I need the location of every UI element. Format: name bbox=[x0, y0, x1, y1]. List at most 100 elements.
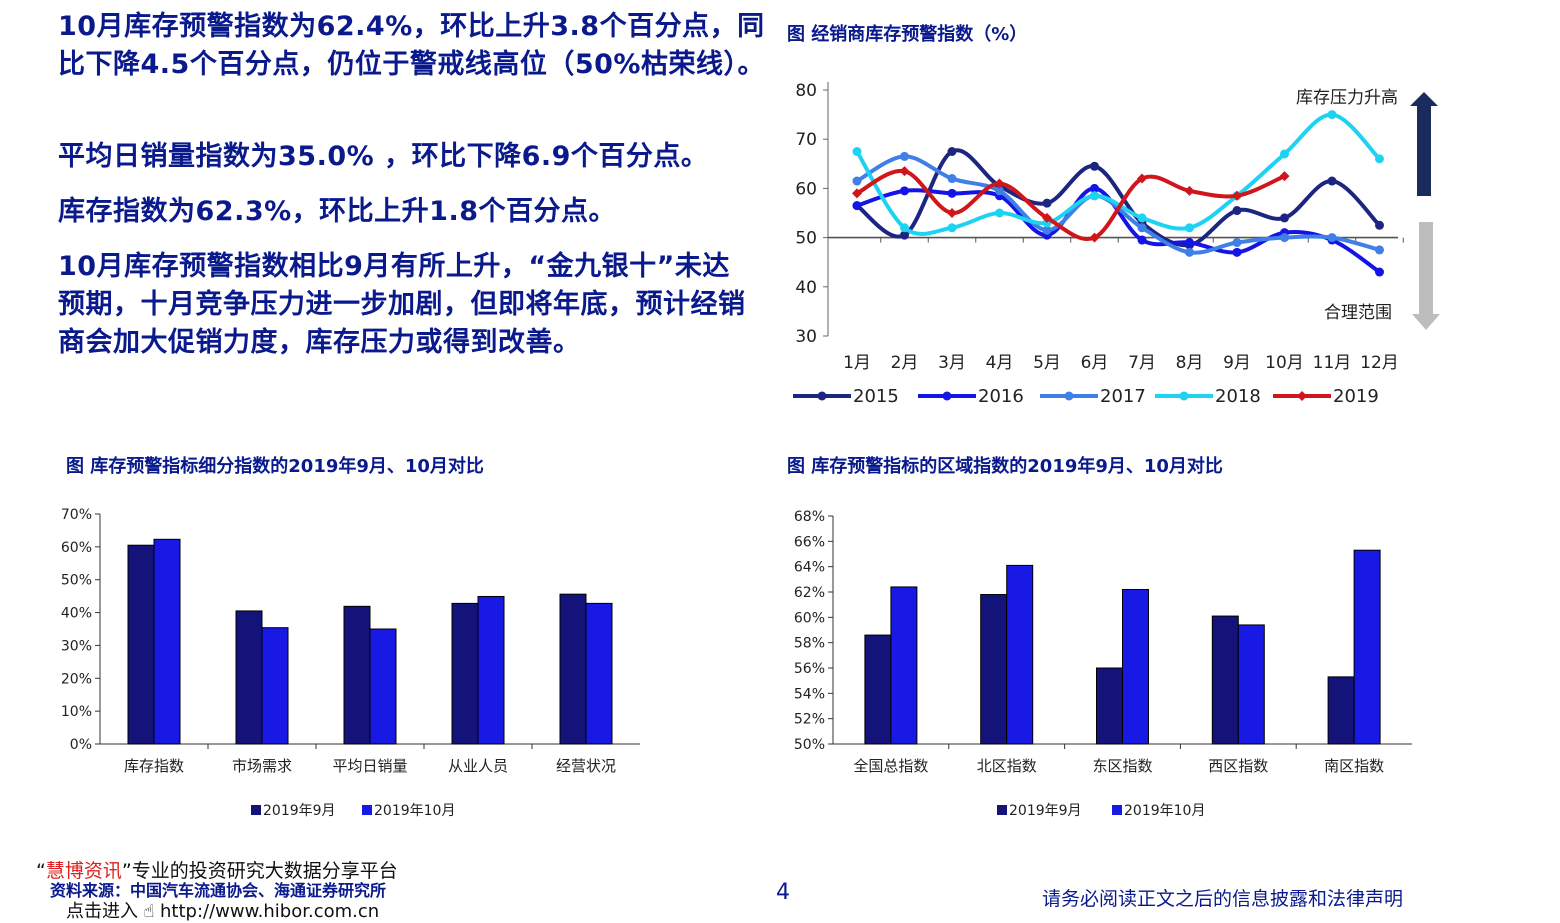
x-tick-label: 库存指数 bbox=[124, 757, 184, 775]
x-tick-label: 经营状况 bbox=[556, 757, 616, 775]
y-tick-label: 30% bbox=[61, 638, 92, 654]
brand-open-quote: “ bbox=[36, 860, 46, 882]
x-tick-label: 3月 bbox=[938, 353, 966, 373]
annotation-reasonable-range: 合理范围 bbox=[1324, 303, 1392, 323]
point-2018 bbox=[852, 147, 862, 156]
bar-北区指数-2019年10月 bbox=[1006, 564, 1034, 745]
brand-name[interactable]: 慧博资讯 bbox=[45, 860, 122, 882]
legend-marker-2016 bbox=[942, 391, 952, 401]
point-2015 bbox=[1137, 218, 1147, 228]
point-2017 bbox=[947, 174, 957, 184]
y-tick-label: 60% bbox=[794, 610, 825, 626]
x-tick-label: 2月 bbox=[891, 353, 919, 373]
x-tick-label: 平均日销量 bbox=[332, 757, 407, 775]
x-tick-label: 7月 bbox=[1128, 353, 1156, 373]
point-2018 bbox=[1042, 218, 1052, 228]
legend-marker-2019 bbox=[1297, 391, 1307, 401]
pointer-hand-icon: ☝ bbox=[143, 901, 155, 922]
point-2015 bbox=[1375, 220, 1384, 230]
x-tick-label: 12月 bbox=[1360, 353, 1399, 373]
bar-西区指数-2019年10月 bbox=[1237, 624, 1265, 745]
point-2019 bbox=[1279, 171, 1290, 182]
legend-swatch-2019年9月 bbox=[251, 805, 261, 815]
point-2016 bbox=[1042, 230, 1052, 240]
y-tick-label: 64% bbox=[794, 560, 825, 576]
bar-chart-1-title: 图 库存预警指标细分指数的2019年9月、10月对比 bbox=[66, 456, 484, 477]
point-2017 bbox=[1185, 247, 1194, 257]
bar-东区指数-2019年10月 bbox=[1122, 588, 1149, 745]
point-2019 bbox=[994, 178, 1005, 189]
legend-label-2019: 2019 bbox=[1333, 386, 1379, 407]
point-2015 bbox=[1185, 240, 1194, 250]
x-tick-label: 10月 bbox=[1265, 353, 1304, 373]
point-2019 bbox=[1232, 190, 1242, 201]
point-2019 bbox=[947, 208, 957, 218]
point-2018 bbox=[1280, 149, 1289, 159]
y-tick-label: 52% bbox=[794, 712, 825, 728]
point-2017 bbox=[852, 176, 862, 186]
point-2015 bbox=[1042, 198, 1052, 208]
point-2016 bbox=[1375, 267, 1384, 277]
y-tick-label: 58% bbox=[794, 636, 825, 652]
point-2017 bbox=[1280, 233, 1289, 243]
brand-tagline: ”专业的投资研究大数据分享平台 bbox=[121, 860, 398, 882]
point-2019 bbox=[1089, 232, 1100, 243]
point-2015 bbox=[947, 147, 957, 156]
point-2015 bbox=[852, 201, 862, 211]
point-2018 bbox=[1327, 110, 1337, 120]
bar-南区指数-2019年9月 bbox=[1327, 676, 1355, 745]
enter-link-row[interactable]: 点击进入 ☝ http://www.hibor.com.cn bbox=[66, 897, 379, 923]
point-2018 bbox=[947, 223, 957, 233]
bar-平均日销量-2019年9月 bbox=[343, 605, 371, 745]
x-tick-label: 11月 bbox=[1313, 353, 1352, 373]
point-2015 bbox=[1090, 161, 1099, 171]
point-2015 bbox=[900, 230, 909, 240]
point-2018 bbox=[1137, 213, 1147, 223]
point-2016 bbox=[1232, 247, 1242, 257]
y-tick-label: 70% bbox=[61, 507, 92, 523]
x-tick-label: 北区指数 bbox=[977, 757, 1037, 775]
disclaimer: 请务必阅读正文之后的信息披露和法律声明 bbox=[1042, 888, 1404, 910]
point-2017 bbox=[1232, 238, 1242, 248]
site-url-link[interactable]: http://www.hibor.com.cn bbox=[160, 901, 380, 922]
legend-label-2016: 2016 bbox=[978, 386, 1024, 407]
point-2017 bbox=[1327, 233, 1337, 243]
bar-从业人员-2019年10月 bbox=[477, 595, 505, 745]
bar-经营状况-2019年10月 bbox=[585, 602, 613, 745]
legend-swatch-2019年10月 bbox=[1112, 805, 1122, 815]
y-tick-label: 40% bbox=[61, 606, 92, 622]
bar-西区指数-2019年9月 bbox=[1211, 615, 1239, 745]
bar-平均日销量-2019年10月 bbox=[369, 628, 397, 745]
bar-经营状况-2019年9月 bbox=[559, 593, 587, 745]
point-2017 bbox=[1090, 191, 1099, 201]
y-tick-label: 50 bbox=[795, 229, 817, 249]
y-tick-label: 54% bbox=[794, 686, 825, 702]
point-2017 bbox=[1042, 225, 1052, 235]
legend-label-2019年9月: 2019年9月 bbox=[1009, 803, 1082, 819]
y-tick-label: 50% bbox=[794, 737, 825, 753]
legend-label-2018: 2018 bbox=[1215, 386, 1261, 407]
x-tick-label: 9月 bbox=[1223, 353, 1251, 373]
x-tick-label: 南区指数 bbox=[1324, 757, 1384, 775]
series-line-2019 bbox=[856, 169, 1286, 242]
x-tick-label: 全国总指数 bbox=[853, 757, 928, 775]
point-2017 bbox=[995, 186, 1004, 196]
point-2015 bbox=[1327, 176, 1337, 186]
legend-marker-2017 bbox=[1064, 391, 1074, 401]
legend-label-2017: 2017 bbox=[1100, 386, 1146, 407]
annotation-pressure-up: 库存压力升高 bbox=[1296, 88, 1398, 108]
point-2019 bbox=[1137, 173, 1147, 184]
legend-label-2019年9月: 2019年9月 bbox=[263, 803, 336, 819]
paragraph-outlook: 10月库存预警指数相比9月有所上升，“金九银十”未达预期，十月竞争压力进一步加剧… bbox=[58, 251, 746, 358]
point-2016 bbox=[1280, 228, 1289, 238]
bar-市场需求-2019年10月 bbox=[261, 627, 289, 745]
legend-swatch-2019年9月 bbox=[997, 805, 1007, 815]
point-2019 bbox=[852, 188, 862, 199]
y-tick-label: 60% bbox=[61, 540, 92, 556]
point-2019 bbox=[899, 166, 910, 177]
point-2016 bbox=[947, 188, 957, 198]
point-2018 bbox=[900, 223, 909, 233]
paragraph-inventory-index: 库存指数为62.3%，环比上升1.8个百分点。 bbox=[58, 196, 616, 227]
x-tick-label: 市场需求 bbox=[232, 757, 292, 775]
point-2017 bbox=[900, 151, 909, 161]
